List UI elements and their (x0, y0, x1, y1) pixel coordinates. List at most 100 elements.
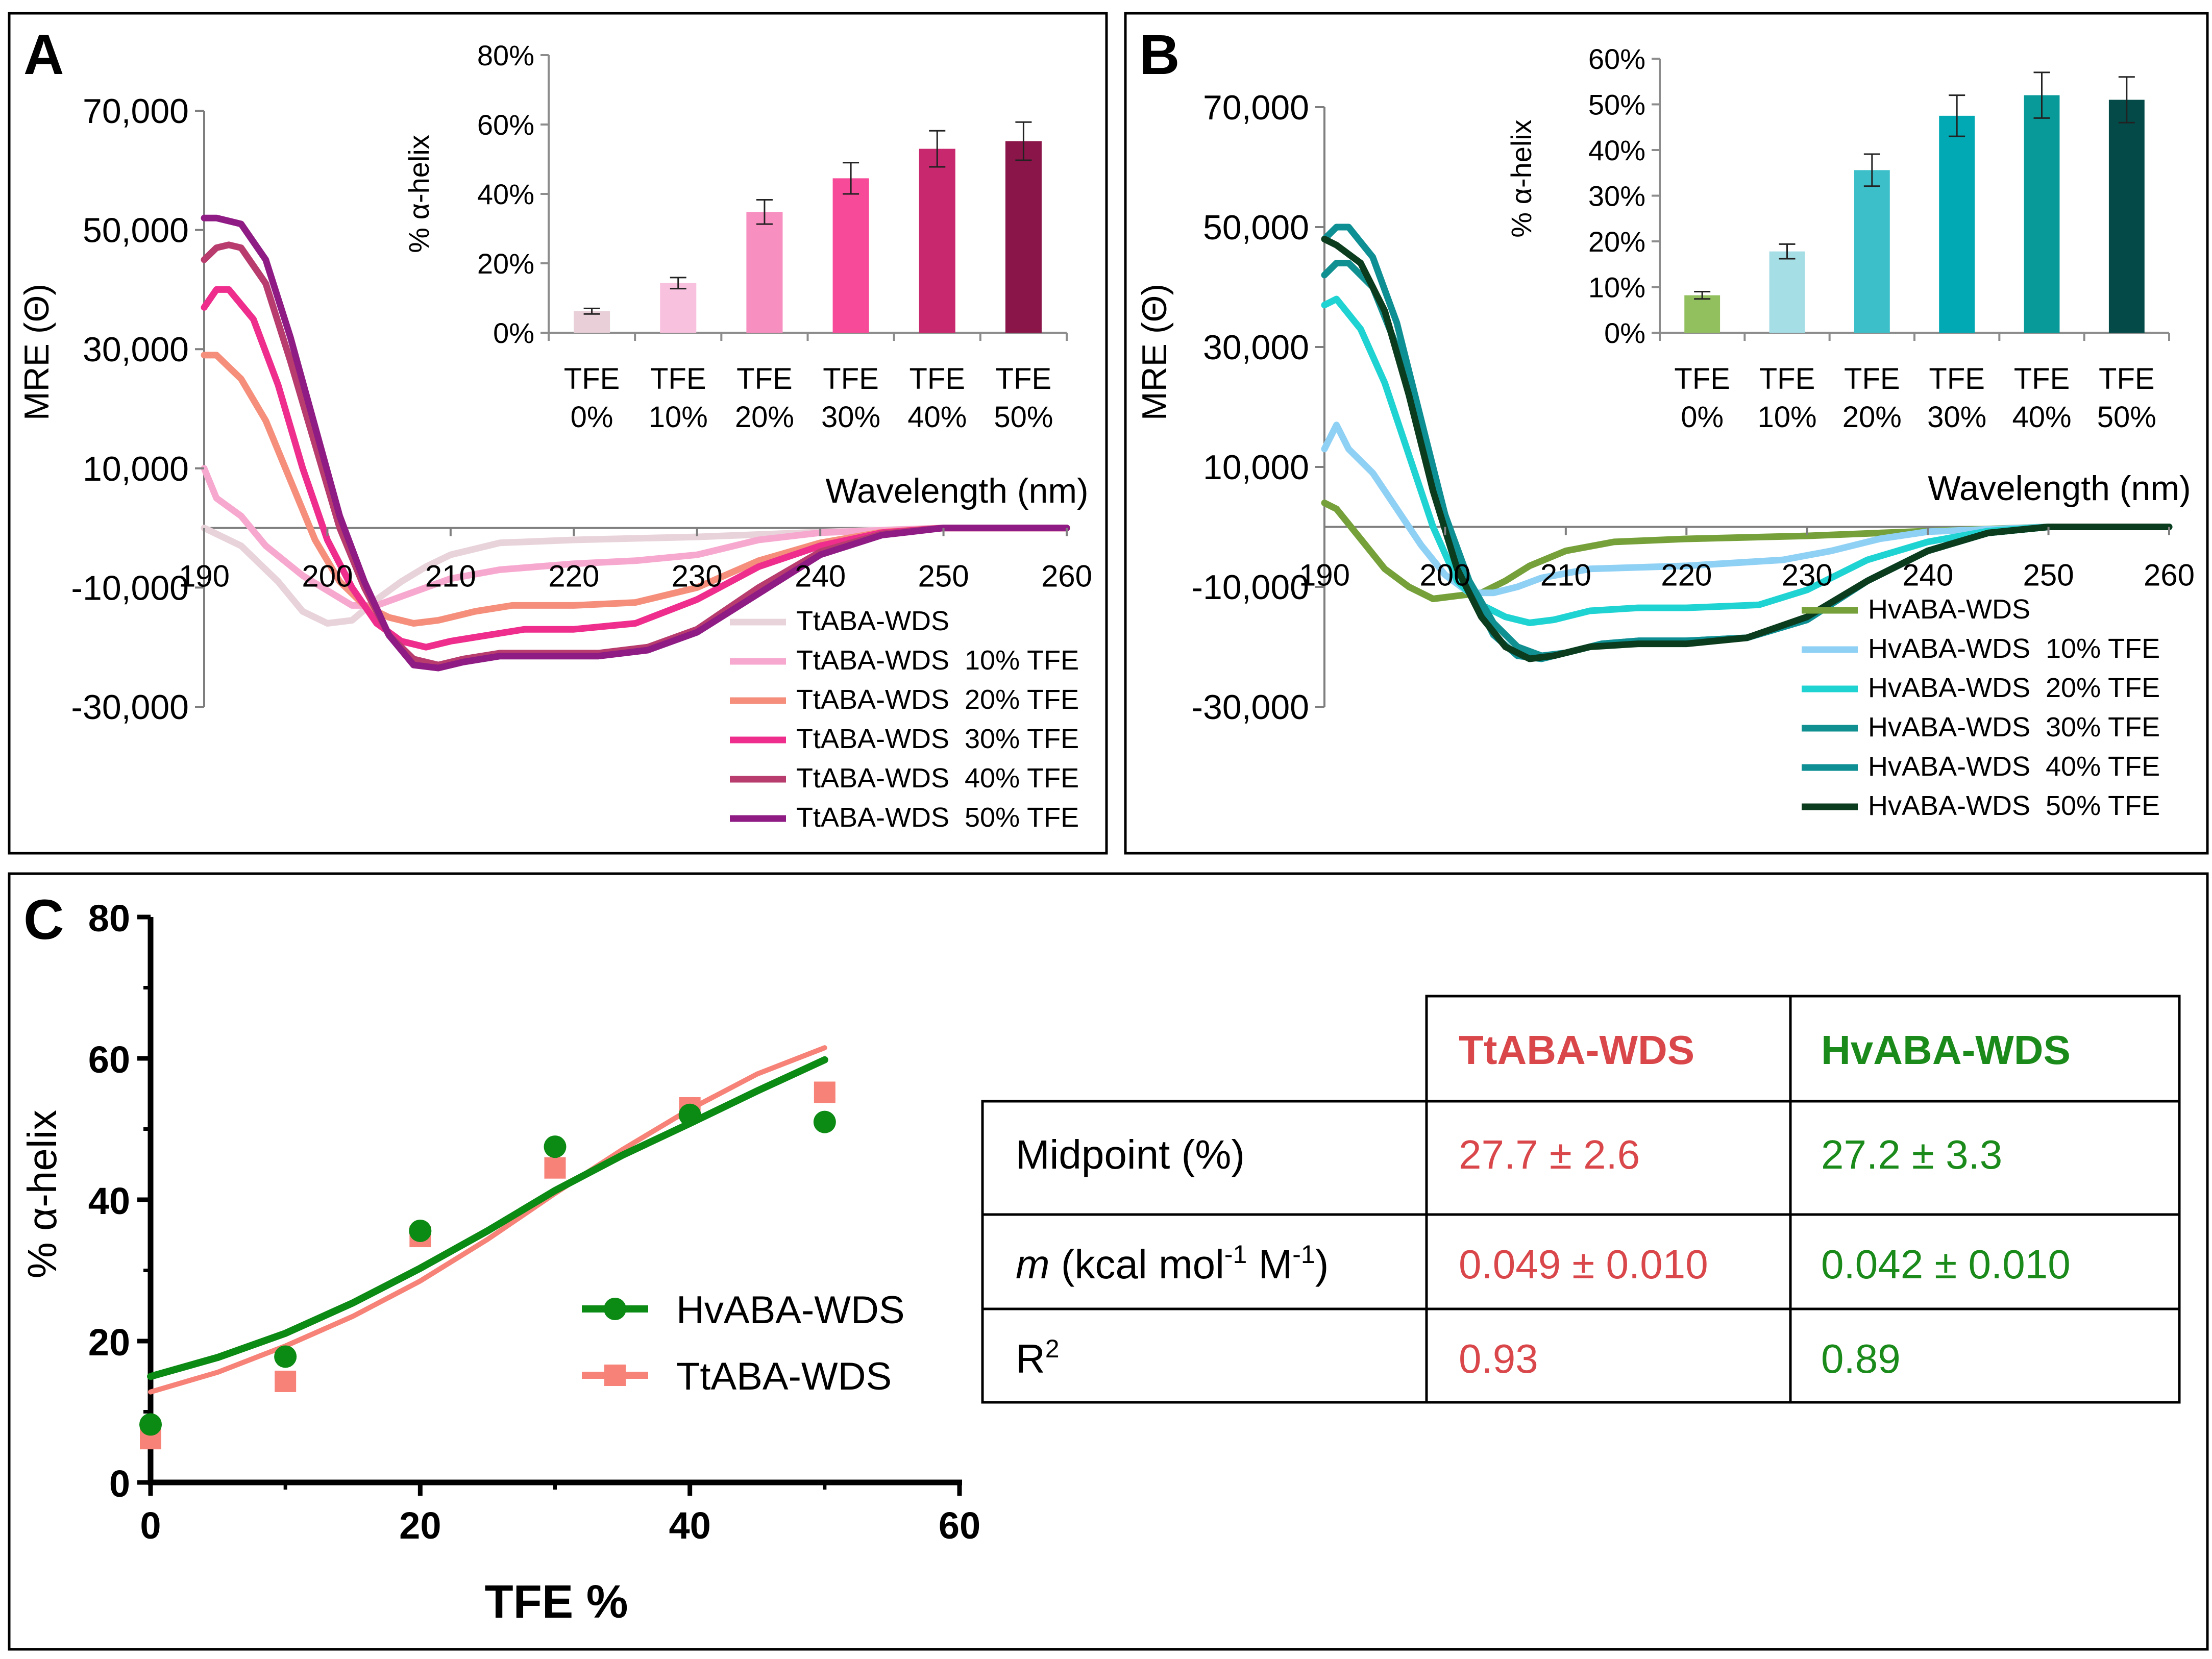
legend-label: HvABA-WDS 20% TFE (1868, 673, 2160, 703)
table-row-label-m: m (kcal mol-1 M-1) (1016, 1240, 1329, 1287)
legend-label: TtABA-WDS 30% TFE (796, 724, 1079, 754)
spectrum-line-5 (1321, 236, 2173, 662)
table-header-tt: TtABA-WDS (1459, 1027, 1694, 1073)
inset-category-label-line2: 20% (1842, 401, 1902, 434)
spectrum-line-1 (201, 465, 1070, 609)
spectrum-line-0 (1321, 500, 2173, 602)
panel-c-label: C (23, 888, 64, 951)
x-tick-label: 250 (918, 559, 969, 593)
panel-a-label: A (23, 23, 64, 86)
inset-bar (2024, 95, 2060, 333)
x-tick-label: 40 (669, 1504, 711, 1547)
inset-y-tick-label: 10% (1588, 271, 1645, 304)
inset-y-tick-label: 0% (1604, 317, 1645, 349)
panel-c-y-axis-label: % α-helix (19, 1110, 65, 1279)
inset-category-label-line2: 40% (907, 401, 967, 434)
x-tick-label: 240 (1902, 558, 1953, 592)
spectrum-line-2 (1321, 295, 2173, 626)
inset-category-label-line1: TFE (823, 362, 879, 395)
y-tick-label: 70,000 (83, 92, 189, 131)
inset-category-label-line1: TFE (1844, 362, 1900, 395)
panel-a-cd-chart: 70,000 50,000 30,000 10,000 -10,000 -30,000 1… (17, 92, 1092, 833)
y-tick-label: 30,000 (1203, 328, 1309, 367)
y-tick-label: 10,000 (1203, 448, 1309, 487)
inset-category-label-line1: TFE (2099, 362, 2155, 395)
inset-category-label-line1: TFE (2014, 362, 2070, 395)
fit-curve-HvABA-WDS (147, 1056, 828, 1380)
m-unit-sup: -1 (1224, 1240, 1247, 1269)
legend-label: HvABA-WDS 50% TFE (1868, 790, 2160, 821)
fit-curve-TtABA-WDS (148, 1045, 827, 1395)
x-tick-label: 200 (1419, 558, 1470, 592)
table-cell-hv-midpoint: 27.2 ± 3.3 (1821, 1132, 2002, 1177)
x-tick-label: 0 (140, 1504, 161, 1547)
panel-b-label: B (1139, 23, 1179, 86)
inset-y-tick-label: 40% (477, 178, 534, 210)
table-row-label-midpoint: Midpoint (%) (1016, 1132, 1245, 1177)
y-tick-label: -10,000 (71, 568, 189, 607)
r2-sup: 2 (1045, 1334, 1060, 1363)
inset-category-label-line2: 40% (2012, 401, 2071, 434)
data-point-tt (544, 1157, 566, 1179)
x-tick-label: 210 (425, 559, 476, 593)
data-point-hv (544, 1135, 567, 1158)
y-tick-label: 50,000 (1203, 208, 1309, 247)
inset-category-label-line2: 30% (821, 401, 880, 434)
legend-label: TtABA-WDS (676, 1355, 892, 1398)
table-row-label-r2: R2 (1016, 1334, 1060, 1381)
legend-label: TtABA-WDS 10% TFE (796, 645, 1079, 676)
m-symbol: m (1016, 1242, 1050, 1287)
y-tick-label: 80 (88, 897, 130, 939)
legend-label: TtABA-WDS 20% TFE (796, 684, 1079, 715)
panel-a-x-axis-label: Wavelength (nm) (825, 472, 1088, 510)
legend-label: HvABA-WDS 10% TFE (1868, 633, 2160, 664)
y-tick-label: 10,000 (83, 450, 189, 488)
inset-y-tick-label: 20% (1588, 226, 1645, 258)
panel-b-inset-y-label: % α-helix (1505, 119, 1537, 238)
panel-b-cd-chart: 70,000 50,000 30,000 10,000 -10,000 -30,000 1… (1135, 88, 2195, 821)
y-tick-label: -30,000 (71, 688, 189, 727)
panel-a-inset-bar-chart: 80% 60% 40% 20% 0% TFE 0% TFE 10% TFE 20% TFE 30% TF… (403, 39, 1068, 434)
data-point-hv (813, 1110, 836, 1133)
inset-category-label-line1: TFE (1674, 362, 1730, 395)
x-tick-label: 220 (548, 559, 599, 593)
m-unit-sup: -1 (1292, 1240, 1315, 1269)
legend-label: HvABA-WDS 30% TFE (1868, 712, 2160, 742)
inset-category-label-line1: TFE (1929, 362, 1985, 395)
inset-bar (2108, 100, 2145, 333)
inset-y-tick-label: 40% (1588, 134, 1645, 166)
table-cell-tt-m: 0.049 ± 0.010 (1459, 1242, 1708, 1287)
inset-bar (746, 212, 783, 333)
panel-a-frame (8, 12, 1108, 855)
inset-bar (919, 148, 955, 333)
y-tick-label: 60 (88, 1038, 130, 1081)
y-tick-label: 40 (88, 1180, 130, 1222)
table-cell-hv-m: 0.042 ± 0.010 (1821, 1242, 2071, 1287)
legend-label: TtABA-WDS 50% TFE (796, 802, 1079, 833)
inset-category-label-line2: 0% (1681, 401, 1724, 434)
x-tick-label: 230 (672, 559, 723, 593)
inset-bar (832, 178, 869, 333)
m-unit-part: ) (1315, 1242, 1329, 1287)
inset-category-label-line1: TFE (736, 362, 793, 395)
panel-b-x-axis-label: Wavelength (nm) (1928, 469, 2191, 508)
inset-category-label-line2: 20% (735, 401, 794, 434)
table-cell-hv-r2: 0.89 (1821, 1336, 1901, 1381)
x-tick-label: 190 (1299, 558, 1350, 592)
spectrum-line-3 (201, 286, 1070, 651)
x-tick-label: 250 (2023, 558, 2074, 592)
spectrum-line-2 (201, 352, 1070, 627)
table-cell-tt-r2: 0.93 (1459, 1336, 1538, 1381)
m-unit-part: M (1247, 1242, 1292, 1287)
panel-b-inset-bar-chart: 60% 50% 40% 30% 20% 10% 0% TFE 0% TFE 10% TFE 20% TF… (1505, 43, 2170, 434)
inset-y-tick-label: 60% (1588, 43, 1645, 75)
panel-c-frame (8, 872, 2209, 1651)
inset-category-label-line1: TFE (996, 362, 1052, 395)
x-tick-label: 60 (939, 1504, 980, 1547)
inset-bar (1854, 170, 1890, 333)
x-tick-label: 200 (302, 559, 353, 593)
legend-label: HvABA-WDS (676, 1289, 905, 1332)
data-point-tt (275, 1370, 297, 1392)
panel-b-frame (1124, 12, 2209, 855)
